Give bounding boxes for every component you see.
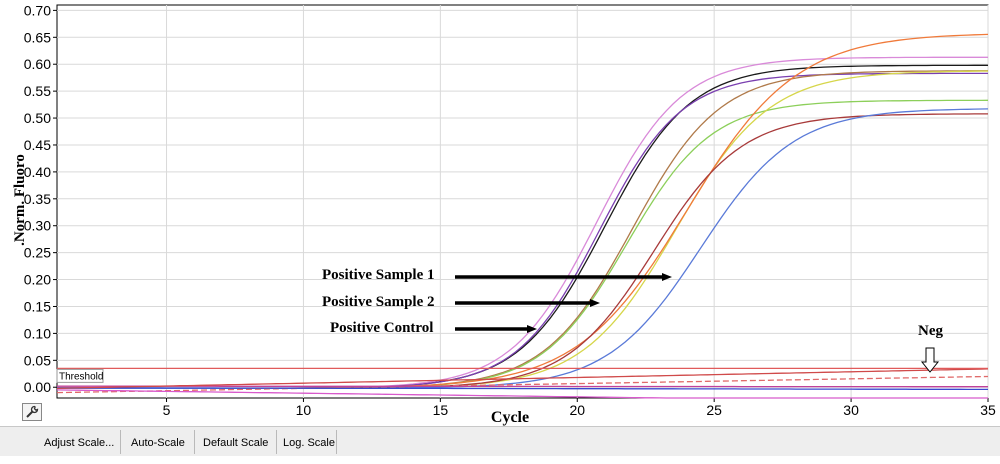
y-tick-label: 0.65	[24, 29, 51, 45]
series-line-13	[56, 389, 988, 399]
x-axis-ticks: 5 10 15 20 25 30 35	[163, 398, 996, 418]
toolbar-divider	[194, 430, 195, 454]
wrench-icon[interactable]	[22, 403, 42, 421]
series-line-11	[57, 385, 988, 388]
annotation-neg: Neg	[918, 323, 943, 339]
arrow-positive-control-head	[527, 325, 537, 333]
y-tick-label: 0.50	[24, 110, 51, 126]
annotation-positive-control: Positive Control	[330, 320, 434, 336]
y-tick-label: 0.35	[24, 191, 51, 207]
toolbar-divider	[276, 430, 277, 454]
amplification-chart: 0.00 0.05 0.10 0.15 0.20 0.25 0.30 0.35 0.40 0.45…	[24, 2, 996, 418]
x-tick-label: 15	[433, 402, 449, 418]
y-tick-label: 0.00	[24, 379, 51, 395]
y-axis-label: .Norm. Fluoro	[12, 154, 28, 246]
arrow-positive-sample-2-head	[590, 299, 600, 307]
plot-area	[56, 4, 989, 399]
series-group	[56, 33, 989, 399]
series-line-14	[56, 368, 989, 389]
toolbar: Adjust Scale... Auto-Scale Default Scale…	[0, 426, 1000, 456]
x-tick-label: 5	[163, 402, 171, 418]
x-tick-label: 25	[706, 402, 722, 418]
annotation-positive-sample-1: Positive Sample 1	[322, 267, 435, 283]
y-tick-label: 0.45	[24, 137, 51, 153]
y-tick-label: 0.20	[24, 272, 51, 288]
series-line-12	[57, 387, 988, 391]
x-tick-label: 35	[980, 402, 996, 418]
arrow-positive-sample-1-head	[662, 273, 672, 281]
y-tick-label: 0.40	[24, 164, 51, 180]
arrow-neg	[920, 347, 940, 373]
y-tick-label: 0.70	[24, 2, 51, 18]
auto-scale-button[interactable]: Auto-Scale	[131, 437, 185, 449]
x-tick-label: 10	[296, 402, 312, 418]
series-line-10	[56, 375, 989, 394]
toolbar-divider	[336, 430, 337, 454]
default-scale-button[interactable]: Default Scale	[203, 437, 269, 449]
adjust-scale-button[interactable]: Adjust Scale...	[44, 437, 115, 449]
y-tick-label: 0.25	[24, 245, 51, 261]
y-tick-label: 0.30	[24, 218, 51, 234]
toolbar-divider	[120, 430, 121, 454]
y-axis-ticks: 0.00 0.05 0.10 0.15 0.20 0.25 0.30 0.35 0.40 0.45…	[24, 2, 57, 395]
y-tick-label: 0.60	[24, 56, 51, 72]
y-tick-label: 0.15	[24, 298, 51, 314]
log-scale-button[interactable]: Log. Scale	[283, 437, 335, 449]
x-axis-label: Cycle	[490, 409, 530, 426]
threshold-label: Threshold	[59, 371, 103, 382]
annotation-arrows	[455, 273, 940, 373]
threshold-label-box	[56, 368, 104, 383]
y-tick-label: 0.05	[24, 352, 51, 368]
annotation-positive-sample-2: Positive Sample 2	[322, 294, 435, 310]
y-tick-label: 0.10	[24, 325, 51, 341]
y-tick-label: 0.55	[24, 83, 51, 99]
x-tick-label: 30	[843, 402, 859, 418]
threshold-group: Threshold	[56, 367, 988, 383]
x-tick-label: 20	[569, 402, 585, 418]
